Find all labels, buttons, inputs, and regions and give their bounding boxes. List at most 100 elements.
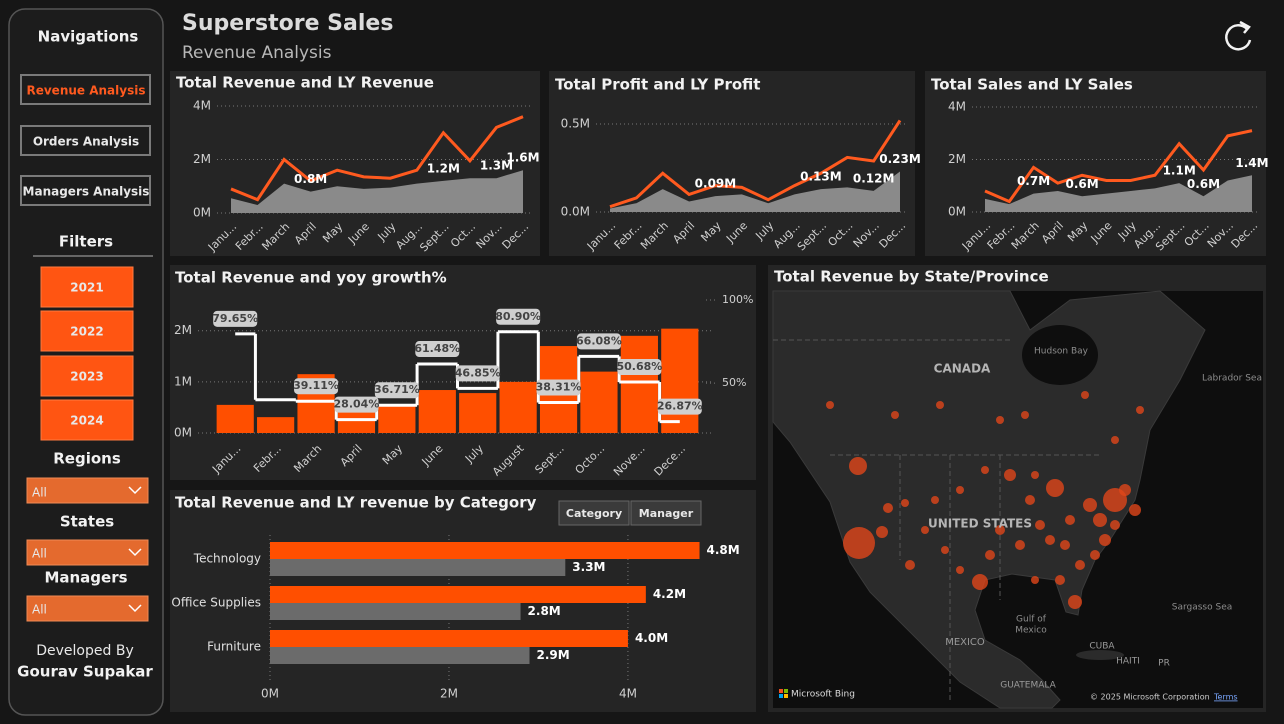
toggle-label: Category <box>566 507 622 520</box>
map-bubble <box>876 526 888 538</box>
data-label: 0.8M <box>294 172 327 186</box>
map-bubble <box>981 466 989 474</box>
map-bubble <box>1015 540 1025 550</box>
map-bubble <box>931 496 939 504</box>
data-label: 0.12M <box>853 171 895 185</box>
map-bubble <box>1046 479 1064 497</box>
data-label: 79.65% <box>212 312 258 325</box>
data-label: 50.68% <box>616 360 662 373</box>
map-bubble <box>883 503 893 513</box>
bar <box>620 335 658 433</box>
year-button[interactable] <box>40 399 134 441</box>
bar <box>270 603 521 620</box>
y-tick-label: 0M <box>948 205 966 219</box>
map-bubble <box>985 550 995 560</box>
y-tick-label: 2M <box>174 323 192 337</box>
dropdown[interactable] <box>26 595 149 622</box>
nav-button-label: Revenue Analysis <box>26 84 145 98</box>
map-label: CUBA <box>1089 642 1115 652</box>
data-label: 0.6M <box>1065 177 1098 191</box>
page-subtitle: Revenue Analysis <box>182 43 332 63</box>
map-bubble <box>996 416 1004 424</box>
dropdown-value: All <box>32 603 47 617</box>
data-label: 61.48% <box>414 342 460 355</box>
map-bubble <box>826 401 834 409</box>
map-bubble <box>1021 411 1029 419</box>
year-button[interactable] <box>40 355 134 397</box>
chevron <box>128 548 142 557</box>
bar <box>270 630 628 647</box>
map-bubble <box>1090 550 1100 560</box>
map-bubble <box>1136 406 1144 414</box>
map-bubble <box>901 499 909 507</box>
data-label: 0.23M <box>879 152 921 166</box>
toggle-button[interactable] <box>558 500 630 526</box>
nav-button-label: Orders Analysis <box>33 135 139 149</box>
x-tick-label: 4M <box>619 687 637 701</box>
map-provider: Microsoft Bing <box>791 690 855 700</box>
nav-button[interactable] <box>20 175 151 206</box>
data-label-box <box>294 378 339 395</box>
ly-area <box>985 175 1252 212</box>
map-bubble <box>891 411 899 419</box>
category-label: Technology <box>193 552 261 566</box>
page-title: Superstore Sales <box>182 11 393 36</box>
bar <box>418 390 456 433</box>
y-tick-label: 2M <box>948 152 966 166</box>
data-label-box <box>455 365 500 382</box>
category-label: Furniture <box>207 640 261 654</box>
toggle-button[interactable] <box>630 500 702 526</box>
category-label: Office Supplies <box>171 596 261 610</box>
map-terms[interactable]: Terms <box>1213 693 1238 702</box>
bar <box>378 404 416 433</box>
map-bubble <box>1031 471 1039 479</box>
map-bubble <box>1060 540 1070 550</box>
filters-title: Filters <box>59 233 113 251</box>
dropdown-value: All <box>32 486 47 500</box>
dropdown[interactable] <box>26 477 149 504</box>
map-bubble <box>1111 436 1119 444</box>
map-label: Sargasso Sea <box>1172 603 1233 613</box>
map-bubble <box>1045 535 1055 545</box>
year-button[interactable] <box>40 310 134 352</box>
map-bubble <box>972 574 988 590</box>
line <box>609 119 902 209</box>
bar <box>580 371 618 433</box>
refresh-icon[interactable] <box>1225 20 1252 51</box>
data-label-box <box>617 358 662 375</box>
x-tick-label: 2M <box>440 687 458 701</box>
dropdown-value: All <box>32 547 47 561</box>
line <box>230 115 524 202</box>
chart-panel <box>549 71 915 256</box>
data-label: 2.9M <box>537 648 570 662</box>
refresh-arc <box>1225 24 1252 51</box>
map-copyright: © 2025 Microsoft Corporation <box>1090 693 1210 702</box>
bing-logo <box>779 689 783 693</box>
data-label: 0.7M <box>1017 174 1050 188</box>
map-bubble <box>956 486 964 494</box>
map-bubble <box>1065 515 1075 525</box>
chart-title: Total Profit and LY Profit <box>555 76 760 94</box>
map-bubble <box>1025 495 1035 505</box>
bar <box>216 404 254 433</box>
map-label: Labrador Sea <box>1202 374 1262 384</box>
refresh-arrow <box>1239 20 1251 34</box>
data-label: 4.0M <box>635 631 668 645</box>
dropdown[interactable] <box>26 539 149 566</box>
year-button[interactable] <box>40 266 134 308</box>
land <box>772 290 1206 709</box>
data-label-box <box>415 341 460 358</box>
bing-logo <box>784 694 788 698</box>
bar <box>270 542 700 559</box>
bar <box>270 586 646 603</box>
data-label: 1.6M <box>506 151 539 165</box>
map-bubble <box>921 526 929 534</box>
data-label-box <box>496 308 541 325</box>
map-bubble <box>849 457 867 475</box>
data-label: 38.31% <box>536 381 582 394</box>
nav-button[interactable] <box>20 125 151 156</box>
map-bubble <box>941 546 949 554</box>
nav-button[interactable] <box>20 74 151 105</box>
